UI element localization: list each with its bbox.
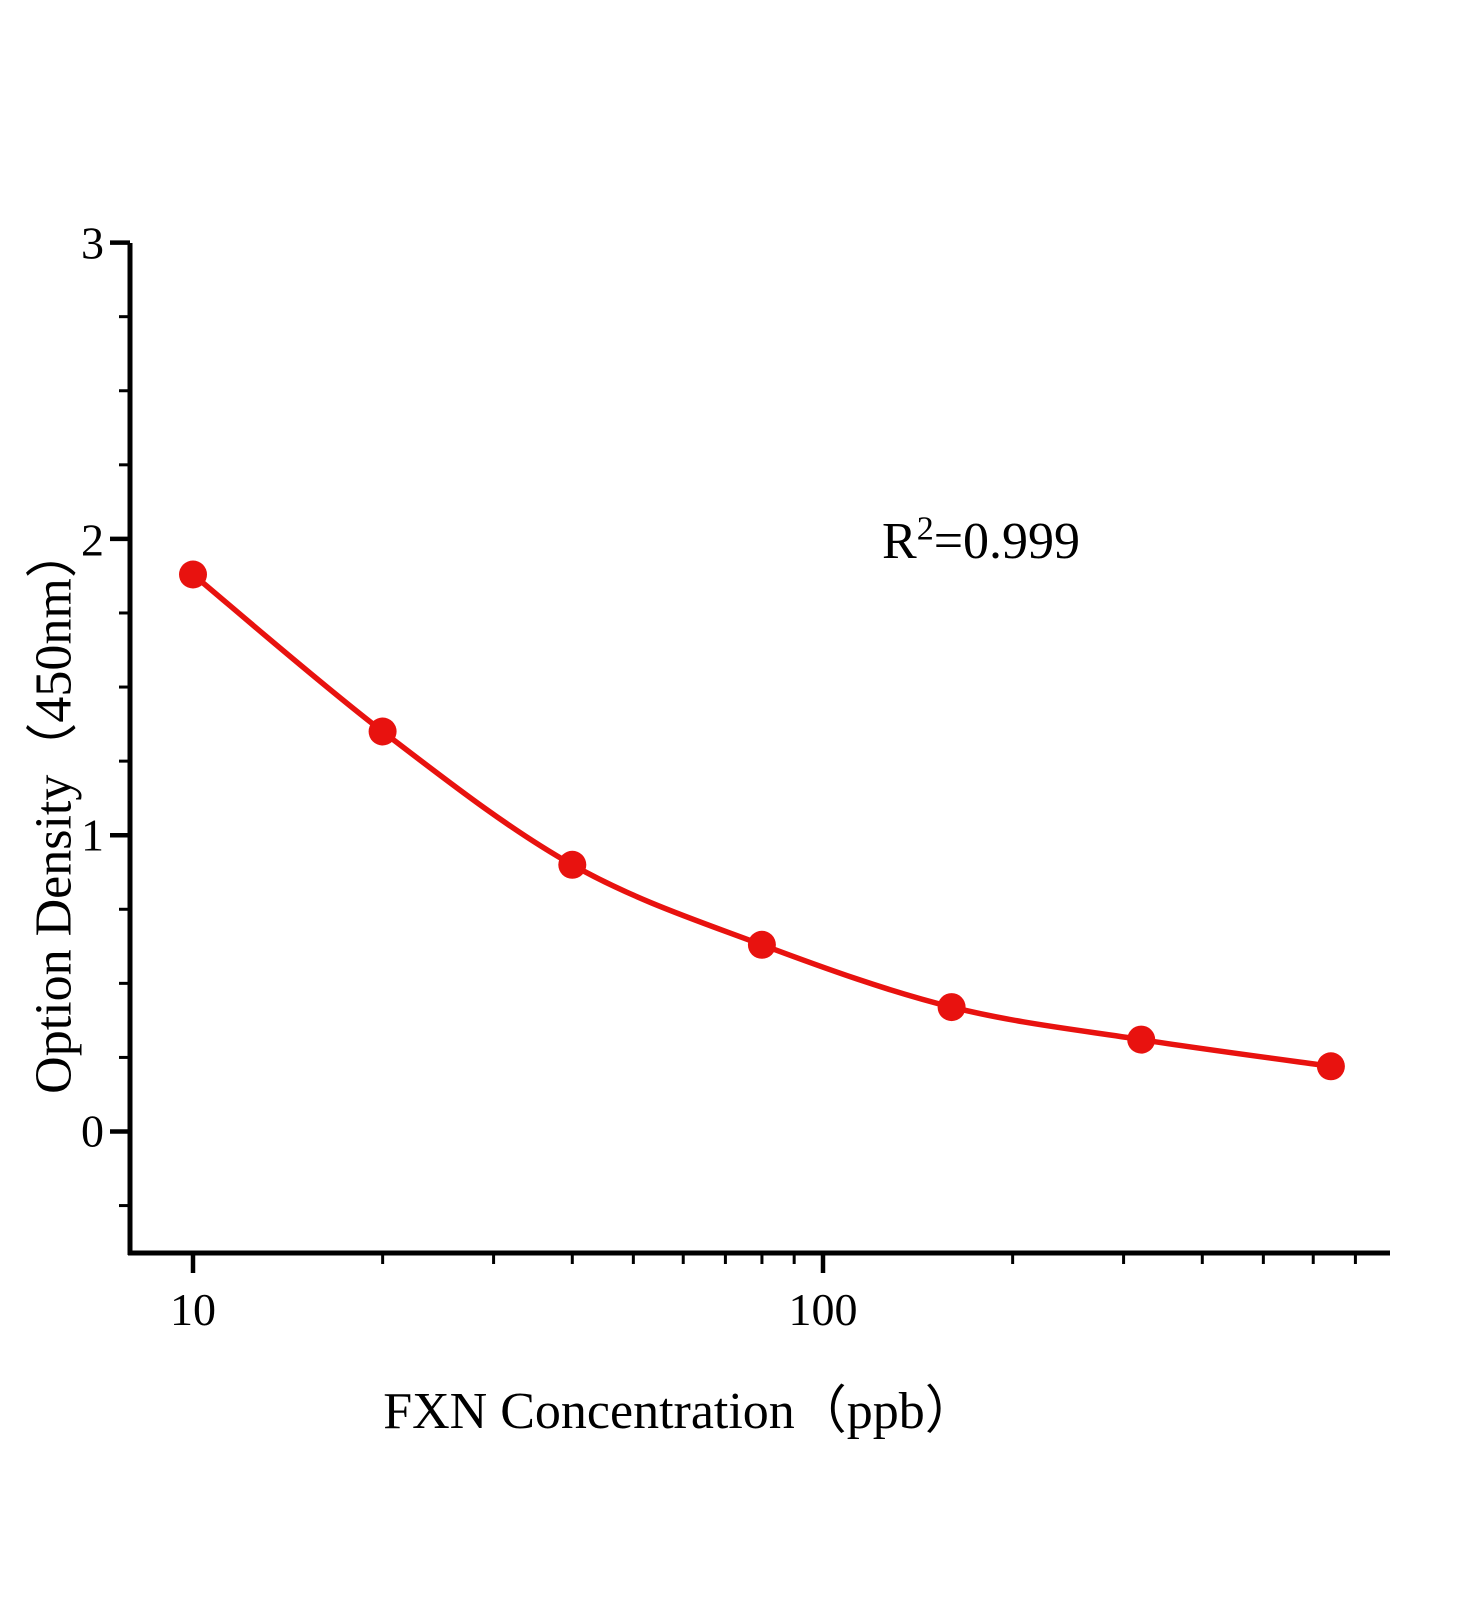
y-tick-label-2: 2 — [81, 514, 104, 566]
r-squared-base: R — [882, 513, 917, 570]
data-point — [937, 993, 966, 1022]
r-squared-annotation: R2=0.999 — [882, 512, 1080, 571]
x-axis-title: FXN Concentration（ppb） — [383, 1383, 977, 1440]
x-tick-label-10: 10 — [170, 1284, 216, 1335]
data-point — [368, 717, 397, 746]
standard-curve-line — [190, 571, 1334, 1070]
r-squared-value: =0.999 — [933, 513, 1081, 570]
y-tick-label-1: 1 — [81, 809, 104, 861]
r-squared-exponent: 2 — [916, 510, 934, 548]
data-point — [747, 930, 776, 959]
x-tick-label-100: 100 — [788, 1284, 858, 1335]
y-tick-label-3: 3 — [81, 217, 104, 269]
data-point — [179, 560, 207, 589]
data-point — [558, 850, 587, 879]
data-point — [1127, 1025, 1156, 1054]
y-axis-title: Option Density（450nm） — [25, 526, 83, 1094]
y-tick-label-0: 0 — [81, 1105, 104, 1157]
data-point — [1316, 1052, 1345, 1081]
